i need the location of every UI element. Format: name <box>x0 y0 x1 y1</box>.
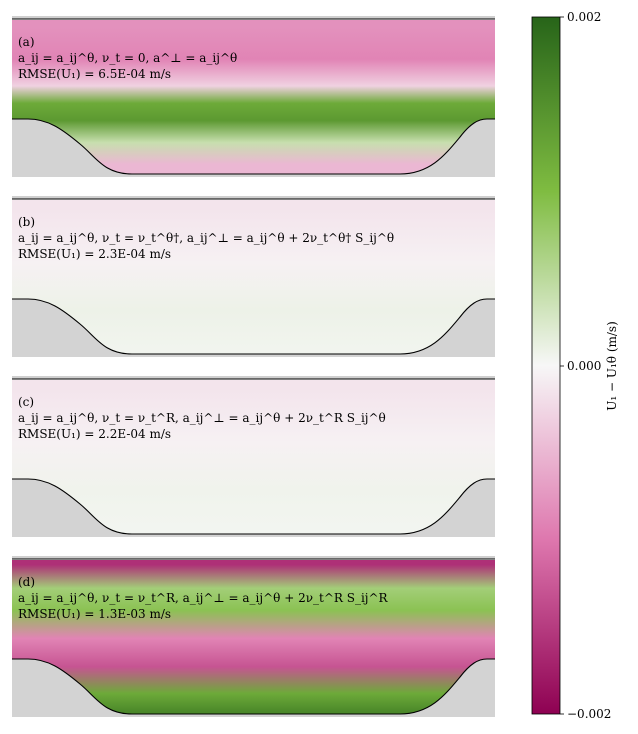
hill-outline <box>12 118 495 175</box>
panel-formula: a_ij = a_ij^θ, ν_t = ν_t^R, a_ij^⊥ = a_i… <box>18 411 386 425</box>
panel-rmse: RMSE(U₁) = 2.2E-04 m/s <box>18 427 171 441</box>
panel-1: (a) a_ij = a_ij^θ, ν_t = 0, a^⊥ = a_ij^θ R… <box>12 16 495 177</box>
panel-2: (b) a_ij = a_ij^θ, ν_t = ν_t^θ†, a_ij^⊥ =… <box>12 196 495 357</box>
panel-tag: (b) <box>18 215 35 229</box>
velocity-difference-field <box>12 380 495 537</box>
panel-tag: (a) <box>18 35 35 49</box>
velocity-difference-field <box>12 200 495 357</box>
panel-4: (d) a_ij = a_ij^θ, ν_t = ν_t^R, a_ij^⊥ = … <box>12 556 495 717</box>
upper-wall <box>12 556 495 559</box>
colorbar-gradient <box>531 16 561 715</box>
colorbar-tick-label-top: 0.002 <box>567 10 601 24</box>
panel-3: (c) a_ij = a_ij^θ, ν_t = ν_t^R, a_ij^⊥ = … <box>12 376 495 537</box>
colorbar-tick-label-mid: 0.000 <box>567 359 601 373</box>
panels: (a) a_ij = a_ij^θ, ν_t = 0, a^⊥ = a_ij^θ R… <box>12 16 495 717</box>
hill-geometry <box>12 659 495 717</box>
velocity-difference-field <box>12 20 495 177</box>
panel-formula: a_ij = a_ij^θ, ν_t = 0, a^⊥ = a_ij^θ <box>18 51 237 65</box>
colorbar-label: U₁ − U₁θ (m/s) <box>605 321 619 411</box>
upper-wall <box>12 376 495 379</box>
hill-geometry <box>12 119 495 177</box>
hill-outline <box>12 658 495 715</box>
hill-outline <box>12 298 495 355</box>
upper-wall <box>12 16 495 19</box>
panel-rmse: RMSE(U₁) = 6.5E-04 m/s <box>18 67 171 81</box>
panel-formula: a_ij = a_ij^θ, ν_t = ν_t^θ†, a_ij^⊥ = a_… <box>18 231 394 245</box>
upper-wall <box>12 196 495 199</box>
velocity-difference-field <box>12 560 495 717</box>
panel-tag: (c) <box>18 395 34 409</box>
panel-rmse: RMSE(U₁) = 2.3E-04 m/s <box>18 247 171 261</box>
panel-formula: a_ij = a_ij^θ, ν_t = ν_t^R, a_ij^⊥ = a_i… <box>18 591 389 605</box>
panel-rmse: RMSE(U₁) = 1.3E-03 m/s <box>18 607 171 621</box>
panel-tag: (d) <box>18 575 35 589</box>
hill-geometry <box>12 299 495 357</box>
colorbar: 0.002 0.000 −0.002 U₁ − U₁θ (m/s) <box>531 10 619 721</box>
hill-geometry <box>12 479 495 537</box>
colorbar-tick-label-bottom: −0.002 <box>567 707 611 721</box>
hill-outline <box>12 478 495 535</box>
